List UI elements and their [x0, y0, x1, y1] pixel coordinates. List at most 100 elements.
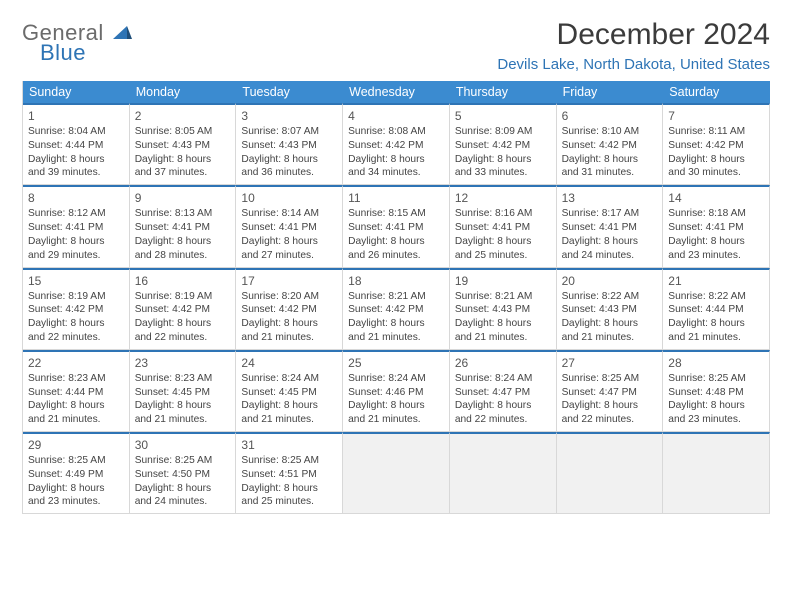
- day-number: 25: [348, 355, 444, 371]
- sunrise-line: Sunrise: 8:19 AM: [135, 290, 231, 304]
- day-cell: 23Sunrise: 8:23 AMSunset: 4:45 PMDayligh…: [130, 350, 237, 432]
- day-cell: 21Sunrise: 8:22 AMSunset: 4:44 PMDayligh…: [663, 268, 770, 350]
- day-cell: 19Sunrise: 8:21 AMSunset: 4:43 PMDayligh…: [450, 268, 557, 350]
- day-cell: 5Sunrise: 8:09 AMSunset: 4:42 PMDaylight…: [450, 103, 557, 185]
- sunrise-line: Sunrise: 8:17 AM: [562, 207, 658, 221]
- daylight-line: Daylight: 8 hours and 36 minutes.: [241, 153, 337, 181]
- day-number: 13: [562, 190, 658, 206]
- logo-text: General Blue: [22, 22, 133, 64]
- daylight-line: Daylight: 8 hours and 39 minutes.: [28, 153, 124, 181]
- daylight-line: Daylight: 8 hours and 21 minutes.: [562, 317, 658, 345]
- sunset-line: Sunset: 4:42 PM: [348, 303, 444, 317]
- daylight-line: Daylight: 8 hours and 23 minutes.: [28, 482, 124, 510]
- day-number: 29: [28, 437, 124, 453]
- day-number: 18: [348, 273, 444, 289]
- sunset-line: Sunset: 4:45 PM: [241, 386, 337, 400]
- logo-line2: Blue: [40, 42, 133, 64]
- sunset-line: Sunset: 4:47 PM: [562, 386, 658, 400]
- sunset-line: Sunset: 4:48 PM: [668, 386, 764, 400]
- sunrise-line: Sunrise: 8:19 AM: [28, 290, 124, 304]
- day-cell: 6Sunrise: 8:10 AMSunset: 4:42 PMDaylight…: [557, 103, 664, 185]
- day-number: 19: [455, 273, 551, 289]
- day-number: 26: [455, 355, 551, 371]
- sunset-line: Sunset: 4:51 PM: [241, 468, 337, 482]
- day-of-week-header: Tuesday: [236, 81, 343, 103]
- sunset-line: Sunset: 4:42 PM: [348, 139, 444, 153]
- sunrise-line: Sunrise: 8:21 AM: [455, 290, 551, 304]
- day-cell: 3Sunrise: 8:07 AMSunset: 4:43 PMDaylight…: [236, 103, 343, 185]
- day-number: 6: [562, 108, 658, 124]
- day-cell: 31Sunrise: 8:25 AMSunset: 4:51 PMDayligh…: [236, 432, 343, 514]
- sunrise-line: Sunrise: 8:04 AM: [28, 125, 124, 139]
- sunset-line: Sunset: 4:41 PM: [348, 221, 444, 235]
- sunset-line: Sunset: 4:41 PM: [455, 221, 551, 235]
- sunset-line: Sunset: 4:42 PM: [455, 139, 551, 153]
- daylight-line: Daylight: 8 hours and 21 minutes.: [348, 399, 444, 427]
- day-number: 2: [135, 108, 231, 124]
- sunset-line: Sunset: 4:42 PM: [28, 303, 124, 317]
- sunset-line: Sunset: 4:49 PM: [28, 468, 124, 482]
- daylight-line: Daylight: 8 hours and 21 minutes.: [241, 317, 337, 345]
- day-number: 4: [348, 108, 444, 124]
- sunrise-line: Sunrise: 8:08 AM: [348, 125, 444, 139]
- daylight-line: Daylight: 8 hours and 23 minutes.: [668, 399, 764, 427]
- daylight-line: Daylight: 8 hours and 27 minutes.: [241, 235, 337, 263]
- day-cell: 9Sunrise: 8:13 AMSunset: 4:41 PMDaylight…: [130, 185, 237, 267]
- header: General Blue December 2024 Devils Lake, …: [22, 18, 770, 73]
- sunrise-line: Sunrise: 8:13 AM: [135, 207, 231, 221]
- sunset-line: Sunset: 4:44 PM: [28, 139, 124, 153]
- day-cell: 4Sunrise: 8:08 AMSunset: 4:42 PMDaylight…: [343, 103, 450, 185]
- day-cell: 2Sunrise: 8:05 AMSunset: 4:43 PMDaylight…: [130, 103, 237, 185]
- sunrise-line: Sunrise: 8:23 AM: [28, 372, 124, 386]
- day-cell: 29Sunrise: 8:25 AMSunset: 4:49 PMDayligh…: [23, 432, 130, 514]
- sunrise-line: Sunrise: 8:22 AM: [562, 290, 658, 304]
- sunrise-line: Sunrise: 8:10 AM: [562, 125, 658, 139]
- sunset-line: Sunset: 4:43 PM: [455, 303, 551, 317]
- daylight-line: Daylight: 8 hours and 21 minutes.: [455, 317, 551, 345]
- sunset-line: Sunset: 4:45 PM: [135, 386, 231, 400]
- sunset-line: Sunset: 4:42 PM: [562, 139, 658, 153]
- day-number: 8: [28, 190, 124, 206]
- day-cell: 15Sunrise: 8:19 AMSunset: 4:42 PMDayligh…: [23, 268, 130, 350]
- daylight-line: Daylight: 8 hours and 21 minutes.: [135, 399, 231, 427]
- day-cell: 16Sunrise: 8:19 AMSunset: 4:42 PMDayligh…: [130, 268, 237, 350]
- daylight-line: Daylight: 8 hours and 22 minutes.: [28, 317, 124, 345]
- daylight-line: Daylight: 8 hours and 25 minutes.: [241, 482, 337, 510]
- sunset-line: Sunset: 4:43 PM: [241, 139, 337, 153]
- daylight-line: Daylight: 8 hours and 23 minutes.: [668, 235, 764, 263]
- sunrise-line: Sunrise: 8:15 AM: [348, 207, 444, 221]
- sunrise-line: Sunrise: 8:24 AM: [241, 372, 337, 386]
- day-number: 23: [135, 355, 231, 371]
- day-cell: 17Sunrise: 8:20 AMSunset: 4:42 PMDayligh…: [236, 268, 343, 350]
- daylight-line: Daylight: 8 hours and 21 minutes.: [241, 399, 337, 427]
- daylight-line: Daylight: 8 hours and 24 minutes.: [135, 482, 231, 510]
- day-of-week-header: Sunday: [23, 81, 130, 103]
- day-number: 22: [28, 355, 124, 371]
- sunrise-line: Sunrise: 8:05 AM: [135, 125, 231, 139]
- day-cell: 1Sunrise: 8:04 AMSunset: 4:44 PMDaylight…: [23, 103, 130, 185]
- location: Devils Lake, North Dakota, United States: [497, 56, 770, 73]
- title-block: December 2024 Devils Lake, North Dakota,…: [497, 18, 770, 73]
- day-number: 15: [28, 273, 124, 289]
- sunrise-line: Sunrise: 8:25 AM: [28, 454, 124, 468]
- sunset-line: Sunset: 4:43 PM: [562, 303, 658, 317]
- daylight-line: Daylight: 8 hours and 31 minutes.: [562, 153, 658, 181]
- daylight-line: Daylight: 8 hours and 22 minutes.: [135, 317, 231, 345]
- sunset-line: Sunset: 4:47 PM: [455, 386, 551, 400]
- empty-cell: [663, 432, 770, 514]
- day-number: 10: [241, 190, 337, 206]
- sunrise-line: Sunrise: 8:21 AM: [348, 290, 444, 304]
- day-number: 20: [562, 273, 658, 289]
- sunrise-line: Sunrise: 8:12 AM: [28, 207, 124, 221]
- day-cell: 25Sunrise: 8:24 AMSunset: 4:46 PMDayligh…: [343, 350, 450, 432]
- day-cell: 20Sunrise: 8:22 AMSunset: 4:43 PMDayligh…: [557, 268, 664, 350]
- daylight-line: Daylight: 8 hours and 21 minutes.: [668, 317, 764, 345]
- day-cell: 18Sunrise: 8:21 AMSunset: 4:42 PMDayligh…: [343, 268, 450, 350]
- daylight-line: Daylight: 8 hours and 21 minutes.: [28, 399, 124, 427]
- day-cell: 8Sunrise: 8:12 AMSunset: 4:41 PMDaylight…: [23, 185, 130, 267]
- day-number: 31: [241, 437, 337, 453]
- calendar-grid: SundayMondayTuesdayWednesdayThursdayFrid…: [22, 81, 770, 514]
- sunset-line: Sunset: 4:43 PM: [135, 139, 231, 153]
- day-number: 24: [241, 355, 337, 371]
- sunset-line: Sunset: 4:41 PM: [668, 221, 764, 235]
